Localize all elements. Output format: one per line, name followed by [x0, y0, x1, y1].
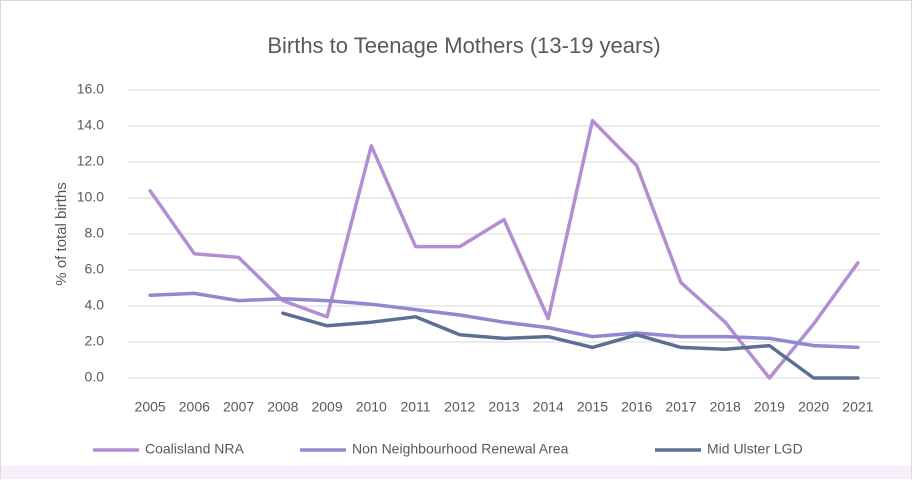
y-tick-label: 12.0: [77, 153, 104, 169]
x-tick-label: 2012: [444, 399, 475, 415]
y-tick-label: 16.0: [77, 81, 104, 97]
x-tick-label: 2011: [400, 399, 430, 415]
line-series: [281, 311, 860, 380]
y-tick-label: 14.0: [77, 117, 104, 133]
line-series: [148, 118, 860, 380]
x-tick-label: 2017: [665, 399, 696, 415]
y-tick-label: 10.0: [77, 189, 104, 205]
x-tick-label: 2020: [798, 399, 829, 415]
x-tick-label: 2019: [754, 399, 785, 415]
x-tick-label: 2005: [135, 399, 166, 415]
y-tick-label: 4.0: [85, 297, 105, 313]
legend-label: Mid Ulster LGD: [707, 441, 803, 457]
x-tick-label: 2015: [577, 399, 608, 415]
x-tick-label: 2018: [710, 399, 741, 415]
legend-label: Coalisland NRA: [145, 441, 244, 457]
x-tick-label: 2009: [311, 399, 342, 415]
legend-label: Non Neighbourhood Renewal Area: [352, 441, 569, 457]
x-tick-label: 2006: [179, 399, 210, 415]
y-tick-label: 2.0: [85, 333, 105, 349]
y-tick-label: 0.0: [85, 369, 105, 385]
chart-title: Births to Teenage Mothers (13-19 years): [267, 33, 660, 58]
y-tick-label: 8.0: [85, 225, 105, 241]
y-tick-label: 6.0: [85, 261, 105, 277]
bottom-strip: [1, 466, 911, 479]
y-axis-label: % of total births: [53, 182, 70, 285]
x-tick-label: 2014: [533, 399, 564, 415]
line-series: [148, 291, 860, 350]
x-tick-label: 2013: [488, 399, 519, 415]
x-tick-label: 2016: [621, 399, 652, 415]
x-tick-label: 2008: [267, 399, 298, 415]
x-tick-label: 2007: [223, 399, 254, 415]
x-tick-label: 2021: [842, 399, 873, 415]
x-tick-label: 2010: [356, 399, 387, 415]
